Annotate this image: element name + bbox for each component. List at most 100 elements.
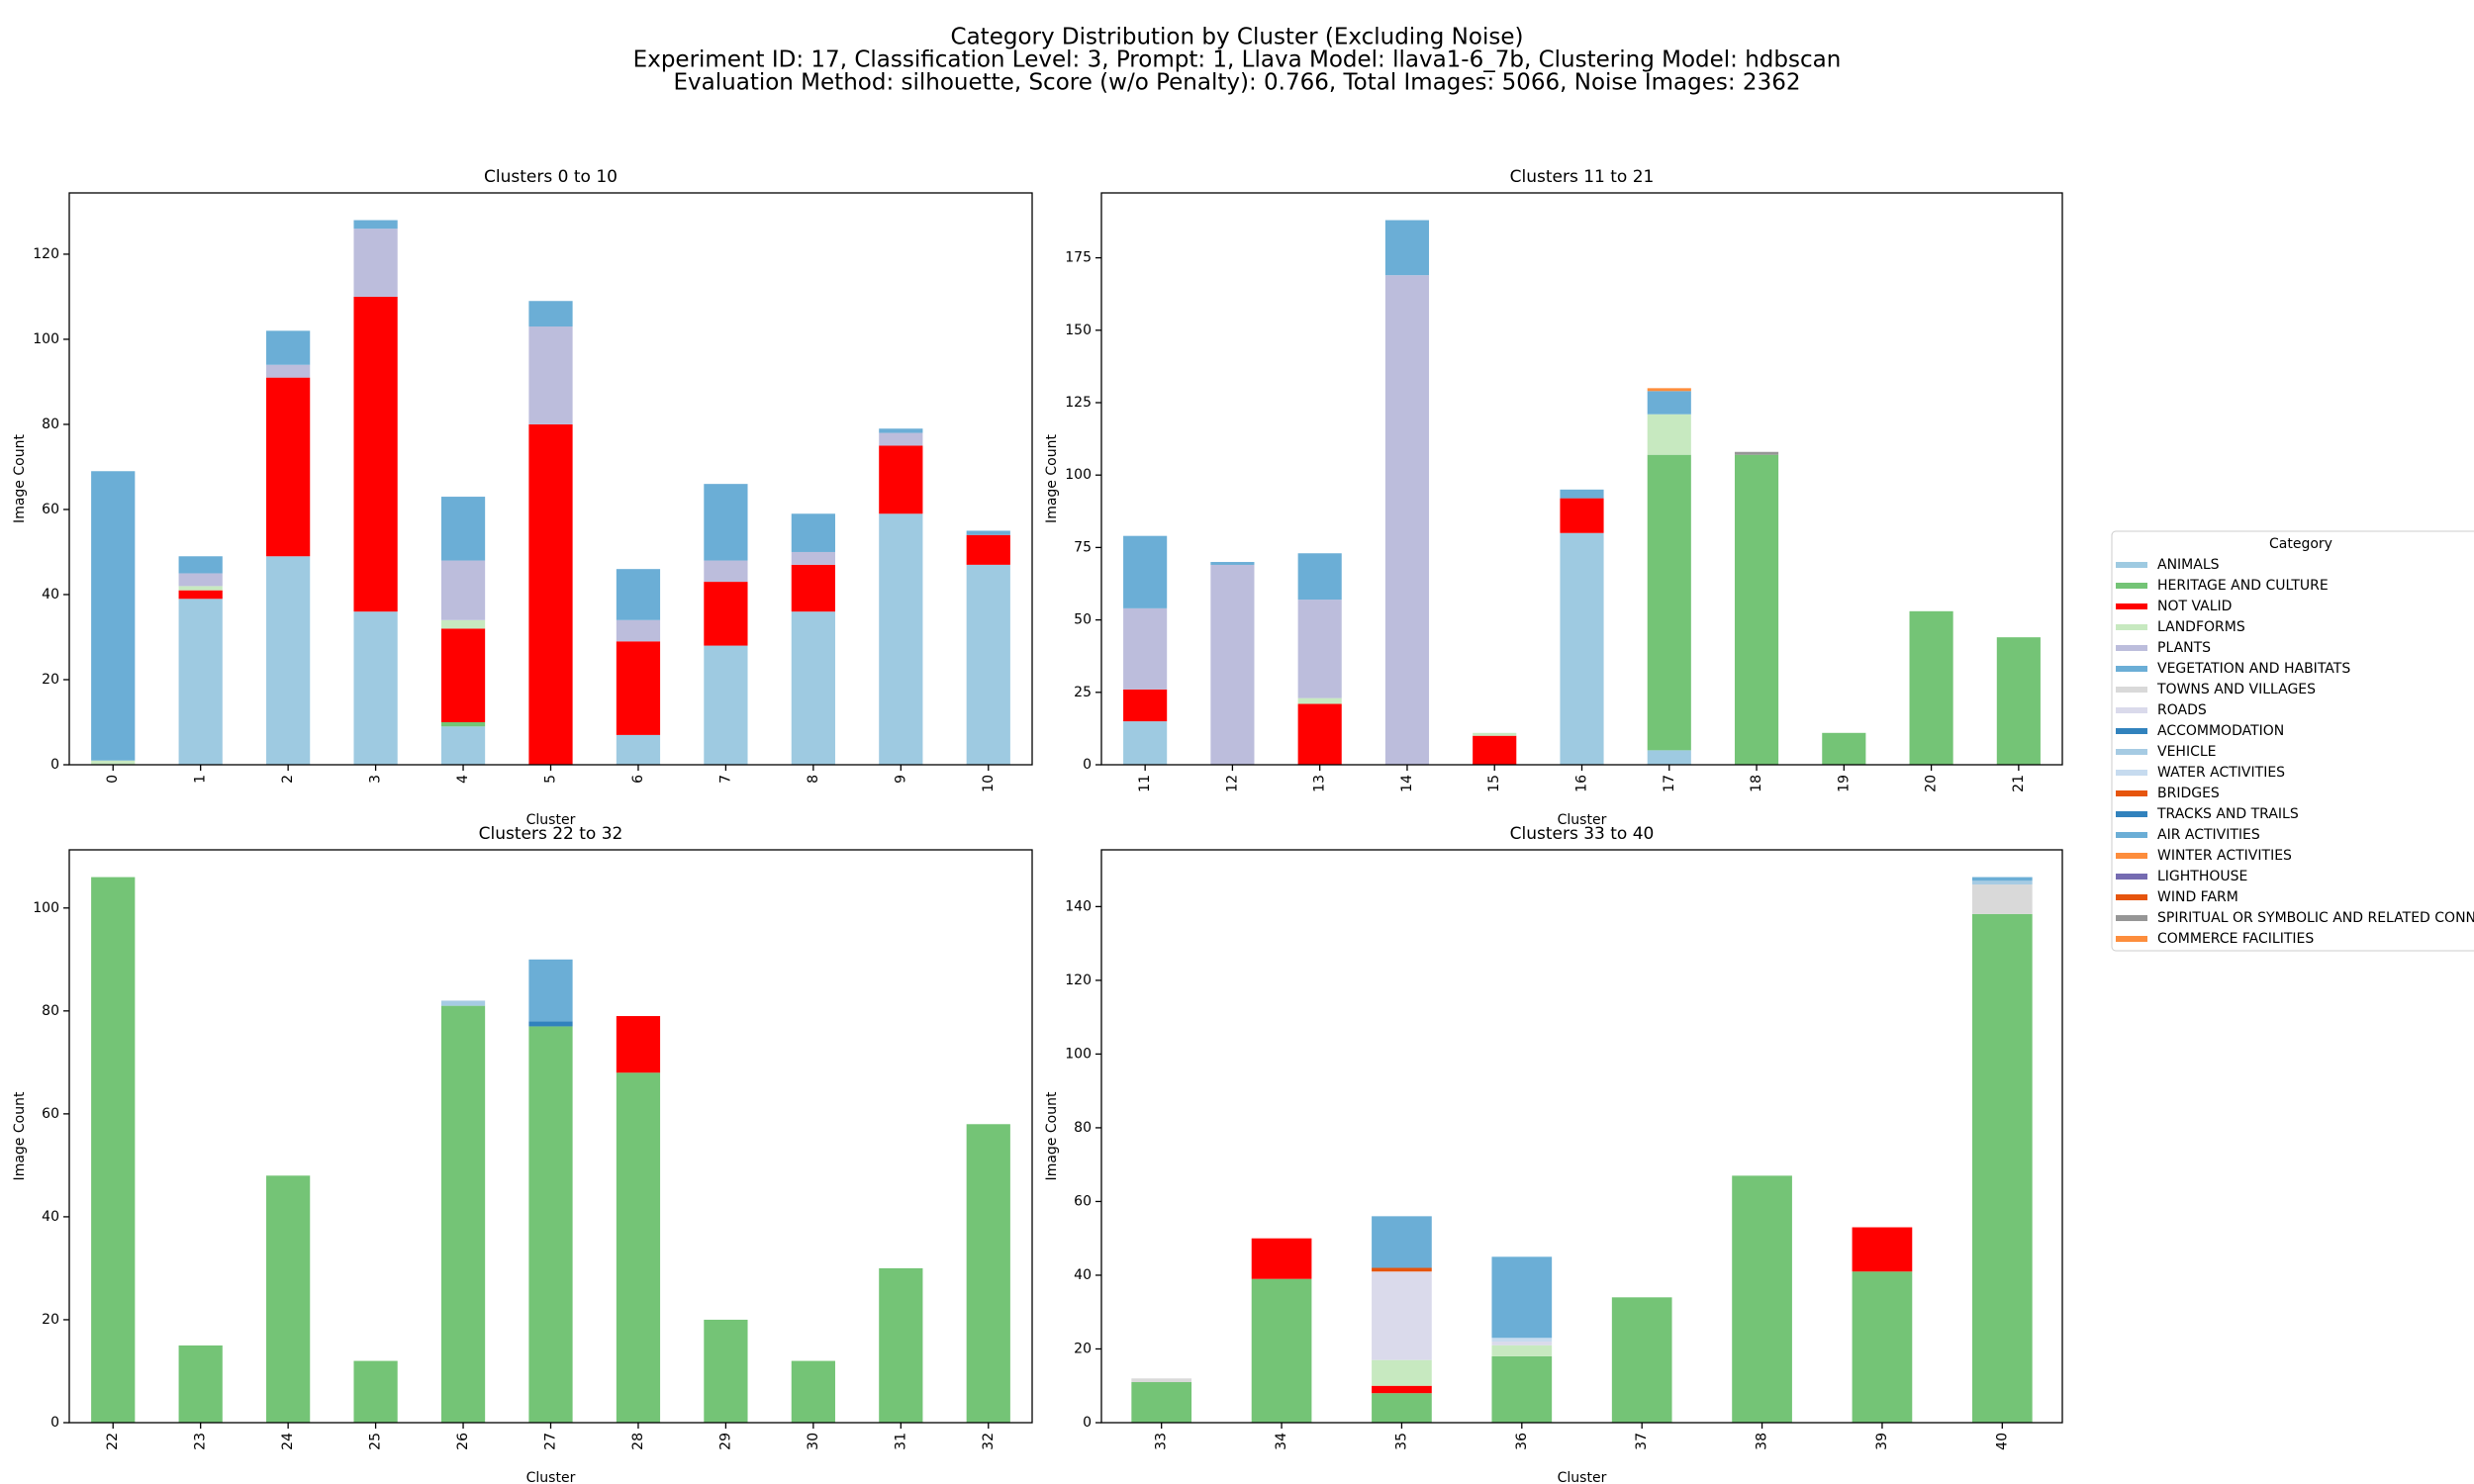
- bar-segment: [791, 513, 835, 552]
- x-tick-label: 34: [1274, 1433, 1289, 1450]
- y-tick-label: 80: [42, 417, 59, 432]
- bar-segment: [440, 619, 486, 629]
- x-tick-label: 29: [717, 1433, 733, 1450]
- y-tick-label: 100: [33, 331, 59, 347]
- y-axis-label: Image Count: [1044, 1091, 1060, 1180]
- bar-segment: [1251, 1238, 1312, 1279]
- bar-segment: [704, 582, 748, 646]
- bar-segment: [440, 560, 486, 620]
- bar-segment: [1647, 414, 1691, 455]
- x-tick-label: 10: [981, 775, 997, 792]
- y-tick-label: 0: [50, 757, 59, 773]
- bar-segment: [178, 1345, 223, 1423]
- legend-label: VEGETATION AND HABITATS: [2157, 661, 2350, 677]
- legend-label: SPIRITUAL OR SYMBOLIC AND RELATED CONNA: [2157, 910, 2474, 926]
- subplot-title: Clusters 22 to 32: [479, 824, 623, 844]
- title-line: Experiment ID: 17, Classification Level:…: [633, 47, 1842, 73]
- legend-label: HERITAGE AND CULTURE: [2157, 578, 2329, 594]
- y-axis-label: Image Count: [12, 434, 28, 523]
- axes-frame: [1100, 192, 2063, 766]
- bar-segment: [353, 220, 398, 230]
- legend-label: WINTER ACTIVITIES: [2157, 848, 2292, 864]
- bar-segment: [1372, 1359, 1432, 1386]
- x-tick-label: 20: [1924, 775, 1940, 792]
- bar-segment: [528, 423, 573, 765]
- bar-segment: [1560, 498, 1604, 533]
- bar-segment: [1491, 1342, 1553, 1345]
- y-tick-label: 100: [1065, 1046, 1092, 1062]
- legend-label: COMMERCE FACILITIES: [2157, 931, 2314, 947]
- bar-segment: [1123, 689, 1168, 722]
- legend-label: BRIDGES: [2157, 786, 2220, 801]
- legend-label: WATER ACTIVITIES: [2157, 765, 2285, 781]
- bar-segment: [178, 586, 223, 591]
- bar-segment: [353, 611, 398, 765]
- bar-segment: [1560, 489, 1604, 499]
- y-tick-label: 0: [1083, 757, 1092, 773]
- y-tick-label: 40: [42, 587, 59, 603]
- x-tick-label: 35: [1393, 1433, 1409, 1450]
- y-tick-label: 125: [1065, 395, 1092, 411]
- bar-segment: [879, 445, 923, 514]
- bar-segment: [1210, 562, 1255, 565]
- y-tick-label: 60: [42, 1106, 59, 1122]
- y-tick-label: 100: [33, 900, 59, 916]
- x-tick-label: 2: [280, 775, 296, 784]
- y-tick-label: 60: [42, 502, 59, 517]
- bar-segment: [440, 726, 486, 765]
- bar-segment: [966, 534, 1010, 565]
- bar-segment: [791, 551, 835, 565]
- y-tick-label: 20: [1074, 1341, 1092, 1356]
- legend-label: WIND FARM: [2157, 889, 2238, 905]
- x-tick-label: 0: [105, 775, 121, 784]
- y-tick-label: 40: [42, 1209, 59, 1225]
- x-tick-label: 28: [630, 1433, 646, 1450]
- bar-segment: [704, 560, 748, 583]
- y-tick-label: 0: [1083, 1415, 1092, 1431]
- bar-segment: [440, 628, 486, 722]
- bar-segment: [616, 1016, 661, 1073]
- x-tick-label: 24: [280, 1433, 296, 1450]
- x-tick-label: 12: [1224, 775, 1240, 792]
- title-line: Evaluation Method: silhouette, Score (w/…: [674, 70, 1801, 96]
- bar-segment: [1560, 532, 1604, 765]
- bar-segment: [966, 564, 1010, 765]
- bar-segment: [1491, 1338, 1553, 1343]
- x-tick-label: 33: [1154, 1433, 1170, 1450]
- bar-segment: [91, 877, 136, 1423]
- legend-label: NOT VALID: [2157, 599, 2232, 614]
- bar-segment: [266, 330, 311, 365]
- bar-segment: [1473, 735, 1517, 765]
- x-axis-label: Cluster: [1558, 812, 1607, 828]
- legend-label: TRACKS AND TRAILS: [2156, 806, 2299, 822]
- bar-segment: [704, 645, 748, 765]
- bar-segment: [353, 229, 398, 297]
- bar-segment: [1123, 607, 1168, 690]
- bar-segment: [1251, 1278, 1312, 1423]
- bar-segment: [1297, 697, 1342, 704]
- bar-segment: [791, 611, 835, 765]
- bar-segment: [266, 556, 311, 765]
- bar-segment: [1611, 1297, 1672, 1423]
- y-tick-label: 40: [1074, 1267, 1092, 1283]
- bar-segment: [1473, 732, 1517, 736]
- bar-segment: [440, 721, 486, 727]
- x-tick-label: 27: [543, 1433, 559, 1450]
- bar-segment: [440, 1005, 486, 1423]
- x-tick-label: 40: [1994, 1433, 2010, 1450]
- bar-segment: [1647, 750, 1691, 765]
- x-tick-label: 13: [1312, 775, 1328, 792]
- axes-frame: [1100, 849, 2063, 1424]
- x-tick-label: 5: [543, 775, 559, 784]
- x-tick-label: 8: [806, 775, 821, 784]
- legend-label: ROADS: [2157, 702, 2207, 718]
- bar-segment: [178, 599, 223, 765]
- bar-segment: [91, 760, 136, 765]
- bar-segment: [1734, 451, 1779, 455]
- bar-segment: [1491, 1256, 1553, 1339]
- x-tick-label: 1: [193, 775, 209, 784]
- bar-segment: [178, 573, 223, 587]
- bar-segment: [266, 1175, 311, 1423]
- bar-segment: [528, 326, 573, 424]
- y-tick-label: 25: [1074, 685, 1092, 700]
